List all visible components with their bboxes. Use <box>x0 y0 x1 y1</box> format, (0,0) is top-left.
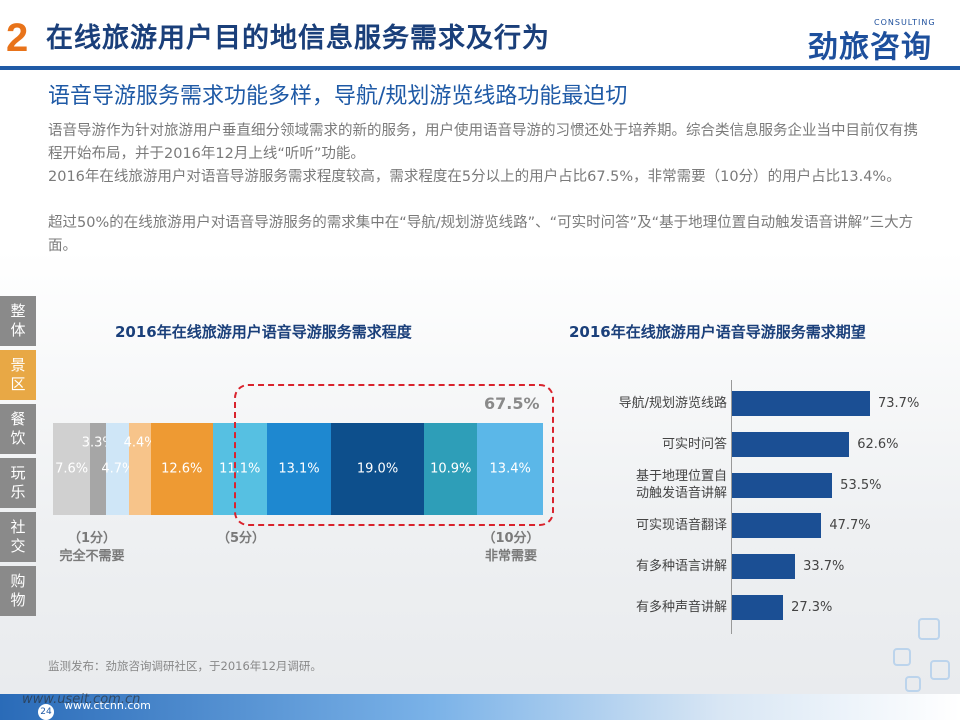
stack-value-label: 10.9% <box>430 461 472 477</box>
category-line: 可实现语音翻译 <box>635 518 727 534</box>
nav-label: 饮 <box>10 429 26 447</box>
section-number: 2 <box>6 16 29 60</box>
stack-segment <box>150 423 213 515</box>
stack-value-label: 11.1% <box>219 461 261 477</box>
category-line: 基于地理位置自 <box>635 469 727 485</box>
scale-mid-score: （5分） <box>216 531 266 546</box>
logo-english: CONSULTING <box>874 18 936 27</box>
expectation-category-label: 基于地理位置自 动触发语音讲解 <box>582 468 727 502</box>
company-logo: CONSULTING 劲旅咨询 <box>808 18 938 65</box>
nav-label: 购 <box>10 572 26 590</box>
stack-segment <box>424 423 478 515</box>
chart-title-expectations: 2016年在线旅游用户语音导游服务需求期望 <box>569 323 866 341</box>
stack-value-label: 19.0% <box>356 461 399 477</box>
category-line: 导航/规划游览线路 <box>618 396 727 411</box>
nav-label: 体 <box>10 321 26 339</box>
nav-item-dining[interactable]: 餐 饮 <box>0 404 36 454</box>
nav-item-overall[interactable]: 整 体 <box>0 296 36 346</box>
expectation-category-label: 可实时问答 <box>582 436 727 453</box>
stack-value-label: 12.6% <box>161 461 203 477</box>
page-title: 在线旅游用户目的地信息服务需求及行为 <box>46 23 550 54</box>
stack-value-label: 4.7% <box>101 461 135 477</box>
footer-url[interactable]: www.ctcnn.com <box>64 699 151 712</box>
deco-square <box>905 676 921 692</box>
stack-segment <box>129 423 151 515</box>
deco-square <box>918 618 940 640</box>
scale-high-text: 非常需要 <box>484 549 537 564</box>
expectation-value-label: 62.6% <box>857 436 899 452</box>
watermark: www.useit.com.cn <box>22 692 141 707</box>
stack-value-label: 7.6% <box>55 461 89 477</box>
expectation-bar <box>732 391 870 416</box>
nav-item-scenic[interactable]: 景 区 <box>0 350 36 400</box>
footer-bar <box>0 694 960 720</box>
nav-label: 社 <box>10 518 26 536</box>
expectation-bar <box>732 431 850 457</box>
expectation-value-label: 53.5% <box>840 477 882 493</box>
stack-segment <box>331 423 425 515</box>
nav-item-shopping[interactable]: 购 物 <box>0 566 36 616</box>
stack-segment <box>53 423 91 515</box>
paragraph-1: 语音导游作为针对旅游用户垂直细分领域需求的新的服务，用户使用语音导游的习惯还处于… <box>48 123 918 162</box>
nav-label: 乐 <box>10 483 26 501</box>
nav-label: 景 <box>10 356 26 374</box>
paragraph-3: 超过50%的在线旅游用户对语音导游服务的需求集中在“导航/规划游览线路”、“可实… <box>48 215 914 254</box>
highlight-box <box>234 384 554 526</box>
scale-high-score: （10分） <box>482 531 540 546</box>
highlight-total: 67.5% <box>484 394 540 413</box>
scale-low: （1分） 完全不需要 <box>42 530 142 566</box>
nav-label: 交 <box>10 537 26 555</box>
logo-chinese: 劲旅咨询 <box>808 30 932 65</box>
page-number: 24 <box>38 704 54 720</box>
expectation-category-label: 有多种语言讲解 <box>582 558 727 575</box>
nav-item-social[interactable]: 社 交 <box>0 512 36 562</box>
expectation-value-label: 47.7% <box>829 518 871 534</box>
stack-segment <box>106 423 130 515</box>
expectation-category-label: 有多种声音讲解 <box>582 599 727 616</box>
category-line: 有多种声音讲解 <box>635 600 727 615</box>
nav-label: 餐 <box>10 410 26 428</box>
category-line: 有多种语言讲解 <box>635 559 727 575</box>
expectation-bar <box>732 472 833 498</box>
category-axis <box>731 380 732 634</box>
stack-value-label: 4.4% <box>123 435 157 451</box>
nav-label: 整 <box>10 302 26 320</box>
category-line: 可实时问答 <box>661 436 727 452</box>
category-line: 动触发语音讲解 <box>635 486 727 502</box>
nav-label: 玩 <box>10 464 26 482</box>
scale-low-score: （1分） <box>67 531 117 546</box>
nav-label: 物 <box>10 591 26 609</box>
expectation-category-label: 可实现语音翻译 <box>582 517 727 534</box>
expectation-category-label: 导航/规划游览线路 <box>582 395 727 412</box>
expectation-value-label: 27.3% <box>791 600 833 615</box>
stack-segment <box>212 423 267 515</box>
nav-item-entertainment[interactable]: 玩 乐 <box>0 458 36 508</box>
expectation-value-label: 73.7% <box>878 396 920 411</box>
expectation-value-label: 33.7% <box>803 559 845 575</box>
scale-high: （10分） 非常需要 <box>466 530 556 566</box>
page-subtitle: 语音导游服务需求功能多样，导航/规划游览线路功能最迫切 <box>48 84 628 109</box>
side-navigation: 整 体 景 区 餐 饮 玩 乐 社 交 购 物 <box>0 296 40 620</box>
deco-square <box>930 660 950 680</box>
paragraph-2: 2016年在线旅游用户对语音导游服务需求程度较高，需求程度在5分以上的用户占比6… <box>48 169 901 185</box>
source-note: 监测发布：劲旅咨询调研社区，于2016年12月调研。 <box>48 659 322 673</box>
stack-segment <box>477 423 543 515</box>
stack-value-label: 13.4% <box>489 461 531 477</box>
expectation-bar <box>732 554 796 580</box>
scale-low-text: 完全不需要 <box>59 549 125 564</box>
stack-segment <box>90 423 107 515</box>
stack-segment <box>266 423 332 515</box>
deco-square <box>893 648 911 666</box>
stack-value-label: 13.1% <box>278 461 320 477</box>
nav-label: 区 <box>10 375 26 393</box>
expectation-bar <box>732 513 822 539</box>
header-divider <box>0 66 960 70</box>
expectation-bar <box>732 595 784 620</box>
chart-title-demand-level: 2016年在线旅游用户语音导游服务需求程度 <box>115 323 412 341</box>
scale-mid: （5分） <box>206 530 276 548</box>
